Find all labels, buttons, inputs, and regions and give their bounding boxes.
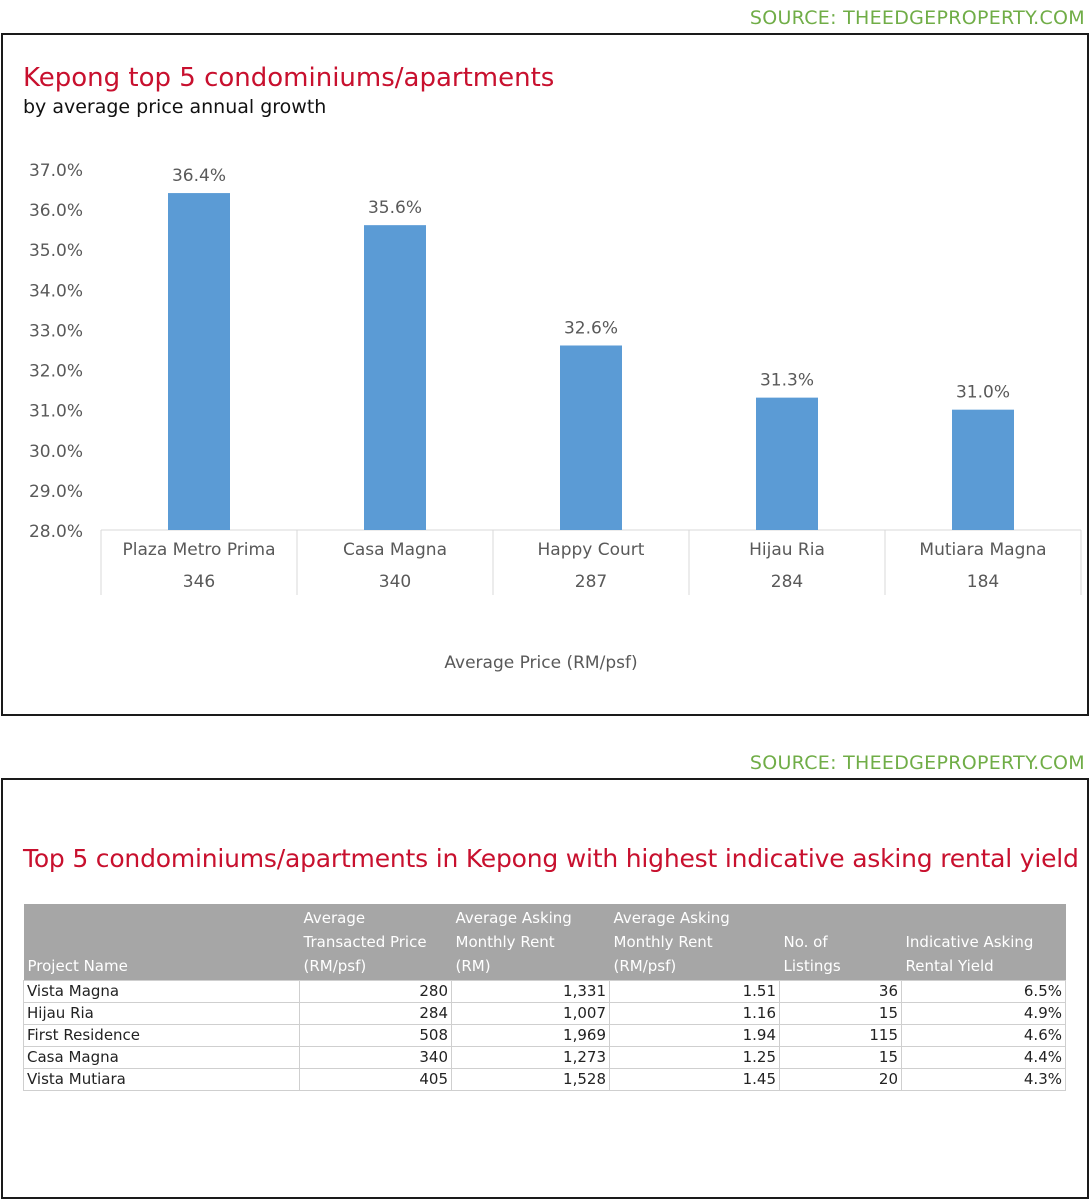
- header-line: Indicative Asking: [905, 933, 1034, 951]
- table-row: Vista Mutiara 405 1,528 1.45 20 4.3%: [23, 1068, 1066, 1091]
- chart-subtitle: by average price annual growth: [23, 96, 327, 118]
- table-body: Vista Magna 280 1,331 1.51 36 6.5% Hijau Ria 28…: [23, 980, 1066, 1091]
- header-line: Average: [303, 909, 366, 927]
- y-tick-label: 28.0%: [29, 522, 83, 542]
- header-line: Monthly Rent: [613, 933, 713, 951]
- x-tick-sublabel: 287: [575, 572, 607, 592]
- data-label: 36.4%: [172, 166, 226, 186]
- header-line: Listings: [783, 957, 841, 975]
- y-tick-label: 31.0%: [29, 402, 83, 422]
- table-header-cell: Average Asking Monthly Rent (RM/psf): [609, 904, 780, 981]
- y-tick-label: 36.0%: [29, 201, 83, 221]
- data-label: 35.6%: [368, 198, 422, 218]
- table-header-row: Project Name Average Transacted Price (RM/p…: [23, 904, 1066, 981]
- value-cell: 1,273: [451, 1046, 610, 1069]
- table-header-cell: Project Name: [23, 904, 300, 981]
- y-tick-label: 37.0%: [29, 161, 83, 181]
- value-cell: 115: [779, 1024, 902, 1047]
- project-name-cell: Hijau Ria: [23, 1002, 300, 1025]
- table-header-cell: Average Transacted Price (RM/psf): [299, 904, 452, 981]
- y-tick-label: 33.0%: [29, 321, 83, 341]
- x-tick-sublabel: 346: [183, 572, 215, 592]
- value-cell: 1,331: [451, 980, 610, 1003]
- x-tick-label: Casa Magna: [343, 540, 447, 560]
- data-label: 31.3%: [760, 371, 814, 391]
- header-line: Average Asking: [455, 909, 572, 927]
- y-tick-label: 35.0%: [29, 241, 83, 261]
- bar: [560, 345, 622, 530]
- project-name-cell: Vista Magna: [23, 980, 300, 1003]
- table-title: Top 5 condominiums/apartments in Kepong …: [23, 844, 1079, 873]
- table-panel: Top 5 condominiums/apartments in Kepong …: [1, 778, 1089, 1199]
- value-cell: 1.16: [609, 1002, 780, 1025]
- value-cell: 508: [299, 1024, 452, 1047]
- value-cell: 15: [779, 1002, 902, 1025]
- x-tick-sublabel: 340: [379, 572, 411, 592]
- value-cell: 1.25: [609, 1046, 780, 1069]
- header-line: (RM): [455, 957, 491, 975]
- table-row: Hijau Ria 284 1,007 1.16 15 4.9%: [23, 1002, 1066, 1025]
- header-line: Project Name: [27, 957, 128, 975]
- bar-chart: 37.0% 36.0% 35.0% 34.0% 33.0% 32.0% 31.0% 30.0%…: [29, 161, 1082, 673]
- y-tick-label: 34.0%: [29, 281, 83, 301]
- value-cell: 1,969: [451, 1024, 610, 1047]
- header-line: (RM/psf): [303, 957, 367, 975]
- value-cell: 340: [299, 1046, 452, 1069]
- table-header-cell: Indicative Asking Rental Yield: [901, 904, 1066, 981]
- source-label-top: SOURCE: THEEDGEPROPERTY.COM: [749, 7, 1085, 29]
- y-tick-label: 32.0%: [29, 362, 83, 382]
- table-row: Vista Magna 280 1,331 1.51 36 6.5%: [23, 980, 1066, 1003]
- value-cell: 4.6%: [901, 1024, 1066, 1047]
- table-row: Casa Magna 340 1,273 1.25 15 4.4%: [23, 1046, 1066, 1069]
- bar: [364, 225, 426, 530]
- value-cell: 4.3%: [901, 1068, 1066, 1091]
- value-cell: 4.4%: [901, 1046, 1066, 1069]
- x-tick-sublabel: 184: [967, 572, 999, 592]
- x-tick-label: Hijau Ria: [749, 540, 825, 560]
- table-row: First Residence 508 1,969 1.94 115 4.6%: [23, 1024, 1066, 1047]
- bar: [756, 397, 818, 530]
- header-line: Transacted Price: [303, 933, 427, 951]
- value-cell: 405: [299, 1068, 452, 1091]
- value-cell: 1,007: [451, 1002, 610, 1025]
- table-header-cell: No. of Listings: [779, 904, 902, 981]
- chart-panel: Kepong top 5 condominiums/apartments by …: [1, 33, 1089, 716]
- x-tick-label: Happy Court: [538, 540, 645, 560]
- value-cell: 15: [779, 1046, 902, 1069]
- x-tick-sublabel: 284: [771, 572, 803, 592]
- header-line: (RM/psf): [613, 957, 677, 975]
- bar: [168, 193, 230, 531]
- header-line: Rental Yield: [905, 957, 994, 975]
- value-cell: 4.9%: [901, 1002, 1066, 1025]
- project-name-cell: Vista Mutiara: [23, 1068, 300, 1091]
- source-label-bottom: SOURCE: THEEDGEPROPERTY.COM: [749, 752, 1085, 774]
- value-cell: 20: [779, 1068, 902, 1091]
- x-tick-label: Plaza Metro Prima: [123, 540, 276, 560]
- x-axis-title: Average Price (RM/psf): [444, 653, 637, 673]
- value-cell: 1,528: [451, 1068, 610, 1091]
- bar: [952, 409, 1014, 530]
- rental-yield-table: Project Name Average Transacted Price (RM/p…: [23, 904, 1066, 1091]
- table-header-cell: Average Asking Monthly Rent (RM): [451, 904, 610, 981]
- chart-title: Kepong top 5 condominiums/apartments: [23, 63, 555, 93]
- x-tick-label: Mutiara Magna: [919, 540, 1046, 560]
- value-cell: 36: [779, 980, 902, 1003]
- value-cell: 1.51: [609, 980, 780, 1003]
- value-cell: 6.5%: [901, 980, 1066, 1003]
- header-line: No. of: [783, 933, 828, 951]
- value-cell: 280: [299, 980, 452, 1003]
- y-tick-label: 30.0%: [29, 442, 83, 462]
- header-line: Average Asking: [613, 909, 730, 927]
- value-cell: 1.45: [609, 1068, 780, 1091]
- data-label: 31.0%: [956, 383, 1010, 403]
- value-cell: 284: [299, 1002, 452, 1025]
- data-label: 32.6%: [564, 318, 618, 338]
- project-name-cell: First Residence: [23, 1024, 300, 1047]
- value-cell: 1.94: [609, 1024, 780, 1047]
- project-name-cell: Casa Magna: [23, 1046, 300, 1069]
- y-tick-label: 29.0%: [29, 482, 83, 502]
- header-line: Monthly Rent: [455, 933, 555, 951]
